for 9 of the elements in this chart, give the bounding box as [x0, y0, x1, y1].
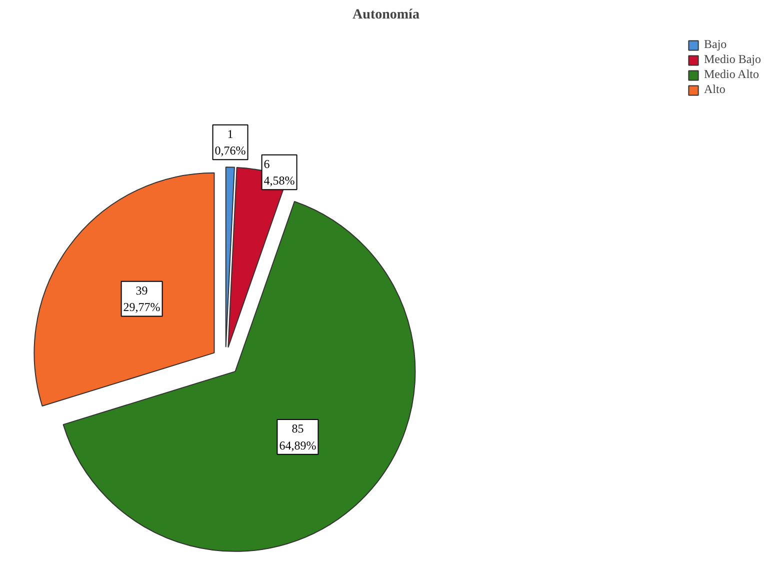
- legend-label: Bajo: [704, 37, 727, 52]
- data-label: 6 4,58%: [264, 156, 295, 188]
- legend-label: Medio Bajo: [704, 52, 761, 67]
- legend-label: Alto: [704, 82, 726, 97]
- chart-title: Autonomía: [352, 8, 420, 22]
- data-label: 39 29,77%: [123, 283, 160, 314]
- data-label: 85 64,89%: [279, 422, 316, 452]
- data-label: 1 0,76%: [214, 126, 246, 158]
- legend-label: Medio Alto: [704, 67, 760, 82]
